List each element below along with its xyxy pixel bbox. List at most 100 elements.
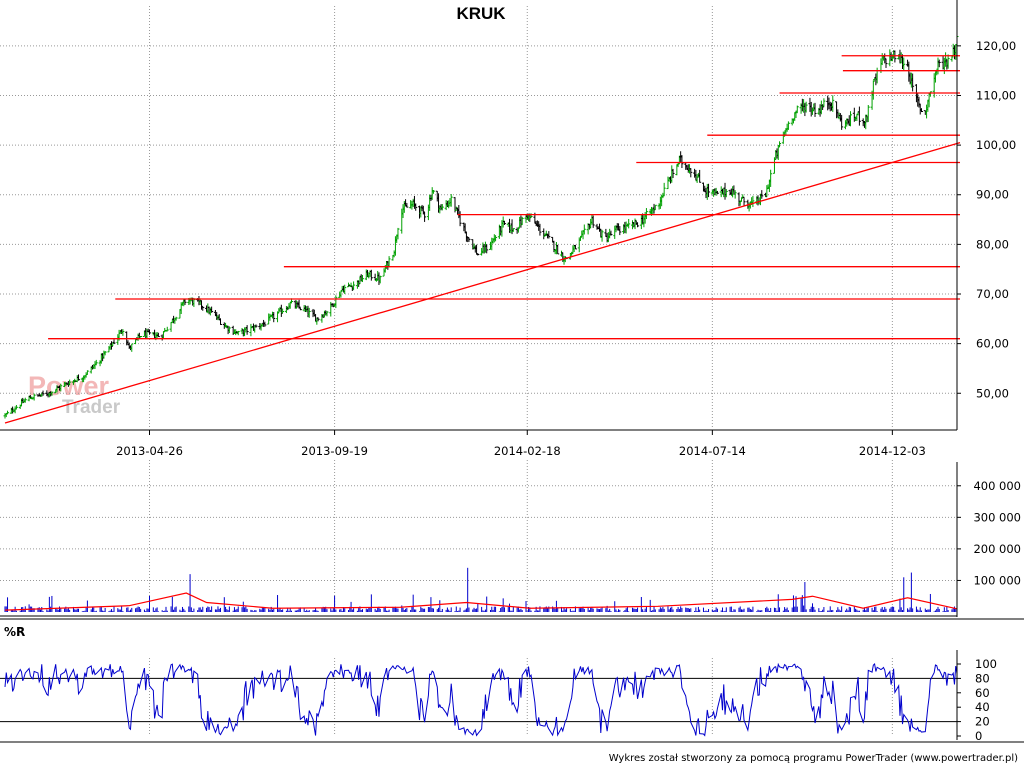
- price-bar: [866, 104, 870, 123]
- price-bar: [139, 335, 143, 338]
- price-bar: [236, 330, 240, 336]
- price-tick-label: 70,00: [976, 287, 1009, 301]
- price-bar: [431, 190, 435, 194]
- price-bar: [396, 227, 400, 240]
- price-bar: [339, 290, 343, 298]
- price-bar: [165, 326, 169, 332]
- axes: 2013-04-26 2013-09-19 2014-02-18 2014-07-14…: [0, 0, 1024, 743]
- price-bar: [174, 316, 178, 321]
- price-bar: [698, 169, 702, 183]
- price-bar: [917, 96, 921, 108]
- price-bar: [68, 379, 72, 386]
- price-bar: [263, 321, 267, 327]
- price-bar: [902, 57, 906, 71]
- price-bar: [547, 231, 551, 239]
- price-bar: [94, 359, 98, 366]
- wr-tick-label: 20: [975, 715, 990, 729]
- price-bar: [14, 404, 18, 410]
- price-bar: [582, 224, 586, 235]
- price-bar: [538, 223, 542, 236]
- price-bar: [810, 107, 814, 115]
- price-bar: [360, 274, 364, 283]
- price-bar: [325, 310, 329, 317]
- price-bar: [121, 329, 125, 336]
- price-bar: [662, 182, 666, 197]
- price-bar: [6, 410, 10, 415]
- price-bar: [707, 183, 711, 198]
- price-bar: [352, 281, 356, 291]
- price-bar: [334, 295, 338, 309]
- price-bar: [254, 324, 258, 328]
- price-bar: [516, 227, 520, 233]
- price-bar: [297, 299, 301, 309]
- footer-credit: Wykres został stworzony za pomocą progra…: [609, 753, 1018, 764]
- price-bar: [467, 237, 471, 242]
- price-bar: [520, 216, 524, 226]
- price-bar: [760, 190, 764, 199]
- price-bar: [849, 111, 853, 127]
- x-tick-label: 2013-04-26: [116, 444, 183, 458]
- williams-r-panel: [0, 662, 958, 737]
- price-bar: [579, 236, 583, 241]
- volume-panel: [4, 567, 958, 612]
- volume-tick-label: 400 000: [973, 479, 1021, 493]
- price-bar: [130, 343, 134, 352]
- price-bar: [23, 397, 27, 403]
- price-bar: [633, 218, 637, 230]
- price-bar: [148, 329, 152, 335]
- price-bar: [911, 73, 915, 92]
- price-bar: [742, 196, 746, 207]
- price-tick-label: 60,00: [976, 337, 1009, 351]
- price-bar: [281, 308, 285, 314]
- price-bar: [724, 188, 728, 198]
- price-bar: [32, 393, 36, 401]
- price-bar: [494, 235, 498, 242]
- price-bar: [821, 104, 825, 110]
- price-bar: [804, 101, 808, 113]
- x-tick-label: 2014-07-14: [679, 444, 746, 458]
- price-bar: [627, 218, 631, 229]
- price-bar: [502, 220, 506, 225]
- watermark-trader: Trader: [62, 397, 121, 418]
- wr-tick-label: 60: [975, 686, 990, 700]
- price-bar: [740, 197, 744, 203]
- x-tick-label: 2013-09-19: [301, 444, 368, 458]
- x-tick-label: 2014-02-18: [494, 444, 561, 458]
- price-bar: [795, 105, 799, 114]
- price-bar: [476, 253, 480, 256]
- price-bar: [440, 204, 444, 211]
- chart-title: KRUK: [456, 4, 506, 23]
- price-bar: [573, 244, 577, 250]
- price-bar: [937, 59, 941, 68]
- price-bar: [245, 325, 249, 335]
- price-bar: [405, 202, 409, 208]
- price-bar: [920, 108, 924, 113]
- price-bar: [449, 194, 453, 207]
- price-bar: [822, 98, 826, 107]
- price-bar: [77, 374, 81, 381]
- price-bar: [414, 203, 418, 211]
- price-bar: [199, 300, 203, 310]
- price-bar: [369, 269, 373, 281]
- price-bar: [59, 383, 63, 392]
- wr-tick-label: 80: [975, 671, 990, 685]
- volume-average-line: [4, 592, 958, 611]
- price-bar: [609, 230, 613, 236]
- price-bar: [600, 229, 604, 242]
- price-bar: [423, 212, 427, 222]
- price-bar: [680, 155, 684, 169]
- price-tick-label: 80,00: [976, 237, 1009, 251]
- price-bar: [347, 282, 351, 288]
- price-bar: [387, 256, 391, 268]
- price-bar: [733, 190, 737, 199]
- trend-line: [4, 142, 961, 424]
- price-bar: [644, 208, 648, 220]
- price-bar: [893, 50, 897, 63]
- price-bar: [689, 168, 693, 178]
- price-bar: [778, 141, 782, 148]
- price-bar: [41, 390, 45, 396]
- volume-tick-label: 300 000: [973, 510, 1021, 524]
- price-bar: [316, 317, 320, 322]
- volume-tick-label: 200 000: [973, 542, 1021, 556]
- price-bar: [201, 306, 205, 311]
